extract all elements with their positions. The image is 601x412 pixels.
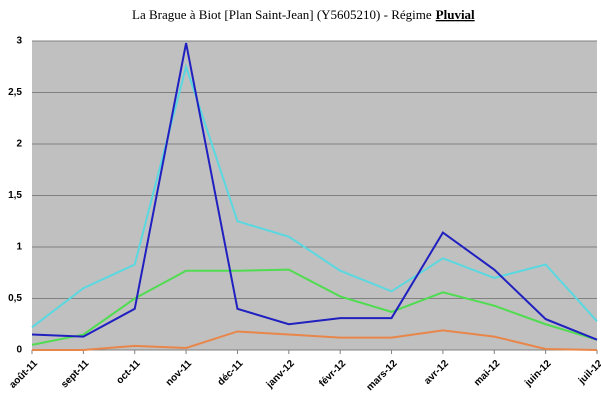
y-tick-label: 2: [16, 139, 22, 150]
y-tick-label: 0,5: [8, 293, 22, 304]
x-tick-label: nov-11: [164, 358, 194, 388]
x-tick-label: sept-11: [59, 358, 91, 390]
x-tick-label: déc-11: [216, 358, 246, 388]
series-line: [31, 268, 598, 346]
x-tick-label: févr-12: [317, 358, 348, 389]
series-line: [31, 42, 598, 341]
x-tick-label: juin-12: [522, 358, 554, 390]
y-tick-label: 2,5: [8, 87, 22, 98]
title-emphasis: Pluvial: [436, 7, 475, 22]
x-tick-label: oct-11: [114, 358, 143, 387]
x-tick-label: mai-12: [472, 358, 502, 388]
series-line: [32, 329, 598, 351]
x-tick-label: juil-12: [576, 358, 601, 387]
title-text: La Brague à Biot [Plan Saint-Jean] (Y560…: [132, 7, 432, 22]
y-tick-label: 1,5: [8, 190, 22, 201]
x-tick-label: avr-12: [422, 358, 451, 387]
series-line: [31, 63, 598, 329]
x-tick-label: août-11: [7, 358, 40, 391]
y-tick-label: 3: [16, 36, 22, 47]
y-tick-label: 0: [16, 345, 22, 356]
x-tick-label: mars-12: [365, 358, 400, 393]
x-tick-label: janv-12: [264, 358, 297, 391]
y-tick-label: 1: [16, 242, 22, 253]
chart-title: La Brague à Biot [Plan Saint-Jean] (Y560…: [132, 7, 475, 22]
